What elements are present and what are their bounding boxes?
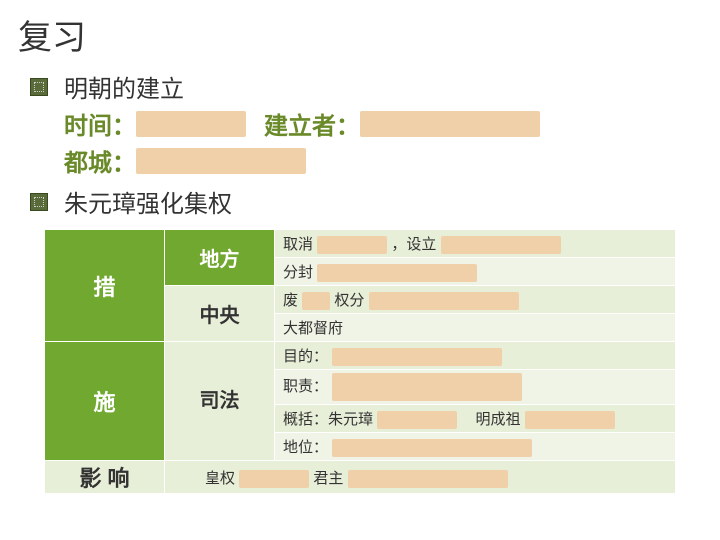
bullet-1: 明朝的建立	[0, 69, 720, 104]
cell-r8: 地位：	[275, 433, 676, 461]
r9-a: 皇权	[205, 470, 235, 487]
judicial-text: 司法	[200, 389, 240, 413]
table-row: 施 司法 目的：	[45, 342, 676, 370]
mask-r7b	[525, 411, 615, 429]
bullet-1-text: 明朝的建立	[64, 69, 184, 104]
r4: 大都督府	[283, 320, 343, 337]
bullet-icon	[30, 78, 48, 96]
r3-b: 权分	[334, 292, 364, 309]
r1-a: 取消	[283, 236, 313, 253]
mask-r6	[332, 373, 522, 401]
cell-r4: 大都督府	[275, 314, 676, 342]
mask-r2	[317, 264, 477, 282]
r5: 目的：	[283, 348, 328, 365]
line-time-founder: 时间： 建立者：	[0, 106, 720, 141]
capital-label: 都城：	[64, 143, 136, 178]
cell-r2: 分封	[275, 258, 676, 286]
mask-r8	[332, 439, 532, 457]
r1-b: ，设立	[391, 236, 436, 253]
cell-sub-judicial: 司法	[165, 342, 275, 461]
cell-cat-cuo: 措	[45, 230, 165, 342]
measures-table: 措 地方 取消 ，设立 分封 中央 废 权分	[44, 229, 676, 494]
cell-r1: 取消 ，设立	[275, 230, 676, 258]
time-label: 时间：	[64, 106, 136, 141]
founder-label: 建立者：	[264, 106, 360, 141]
r7-b: 明成祖	[476, 411, 521, 428]
cell-r5: 目的：	[275, 342, 676, 370]
mask-founder	[360, 111, 540, 137]
line-capital: 都城：	[0, 143, 720, 178]
bullet-2-text: 朱元璋强化集权	[64, 184, 232, 219]
cell-r9: 皇权 君主	[165, 461, 676, 494]
slide-title: 复习	[0, 0, 720, 65]
cell-r6: 职责：	[275, 370, 676, 405]
mask-r7a	[377, 411, 457, 429]
mask-r1b	[441, 236, 561, 254]
cell-r7: 概括：朱元璋 明成祖	[275, 405, 676, 433]
bullet-2: 朱元璋强化集权	[0, 184, 720, 219]
table-row: 措 地方 取消 ，设立	[45, 230, 676, 258]
cell-r3: 废 权分	[275, 286, 676, 314]
cell-sub-local: 地方	[165, 230, 275, 286]
r6: 职责：	[283, 378, 328, 395]
cell-cat-effect: 影 响	[45, 461, 165, 494]
mask-r1a	[317, 236, 387, 254]
mask-time	[136, 111, 246, 137]
table-row: 影 响 皇权 君主	[45, 461, 676, 494]
cell-sub-central: 中央	[165, 286, 275, 342]
r3-a: 废	[283, 292, 298, 309]
mask-r3a	[302, 292, 330, 310]
mask-r5	[332, 348, 502, 366]
mask-r9b	[348, 470, 508, 488]
cell-cat-shi: 施	[45, 342, 165, 461]
r8: 地位：	[283, 439, 328, 456]
r2: 分封	[283, 264, 313, 281]
mask-r9a	[239, 470, 309, 488]
r7-a: 概括：朱元璋	[283, 411, 373, 428]
mask-capital	[136, 148, 306, 174]
mask-r3b	[369, 292, 519, 310]
r9-b: 君主	[313, 470, 343, 487]
bullet-icon	[30, 193, 48, 211]
